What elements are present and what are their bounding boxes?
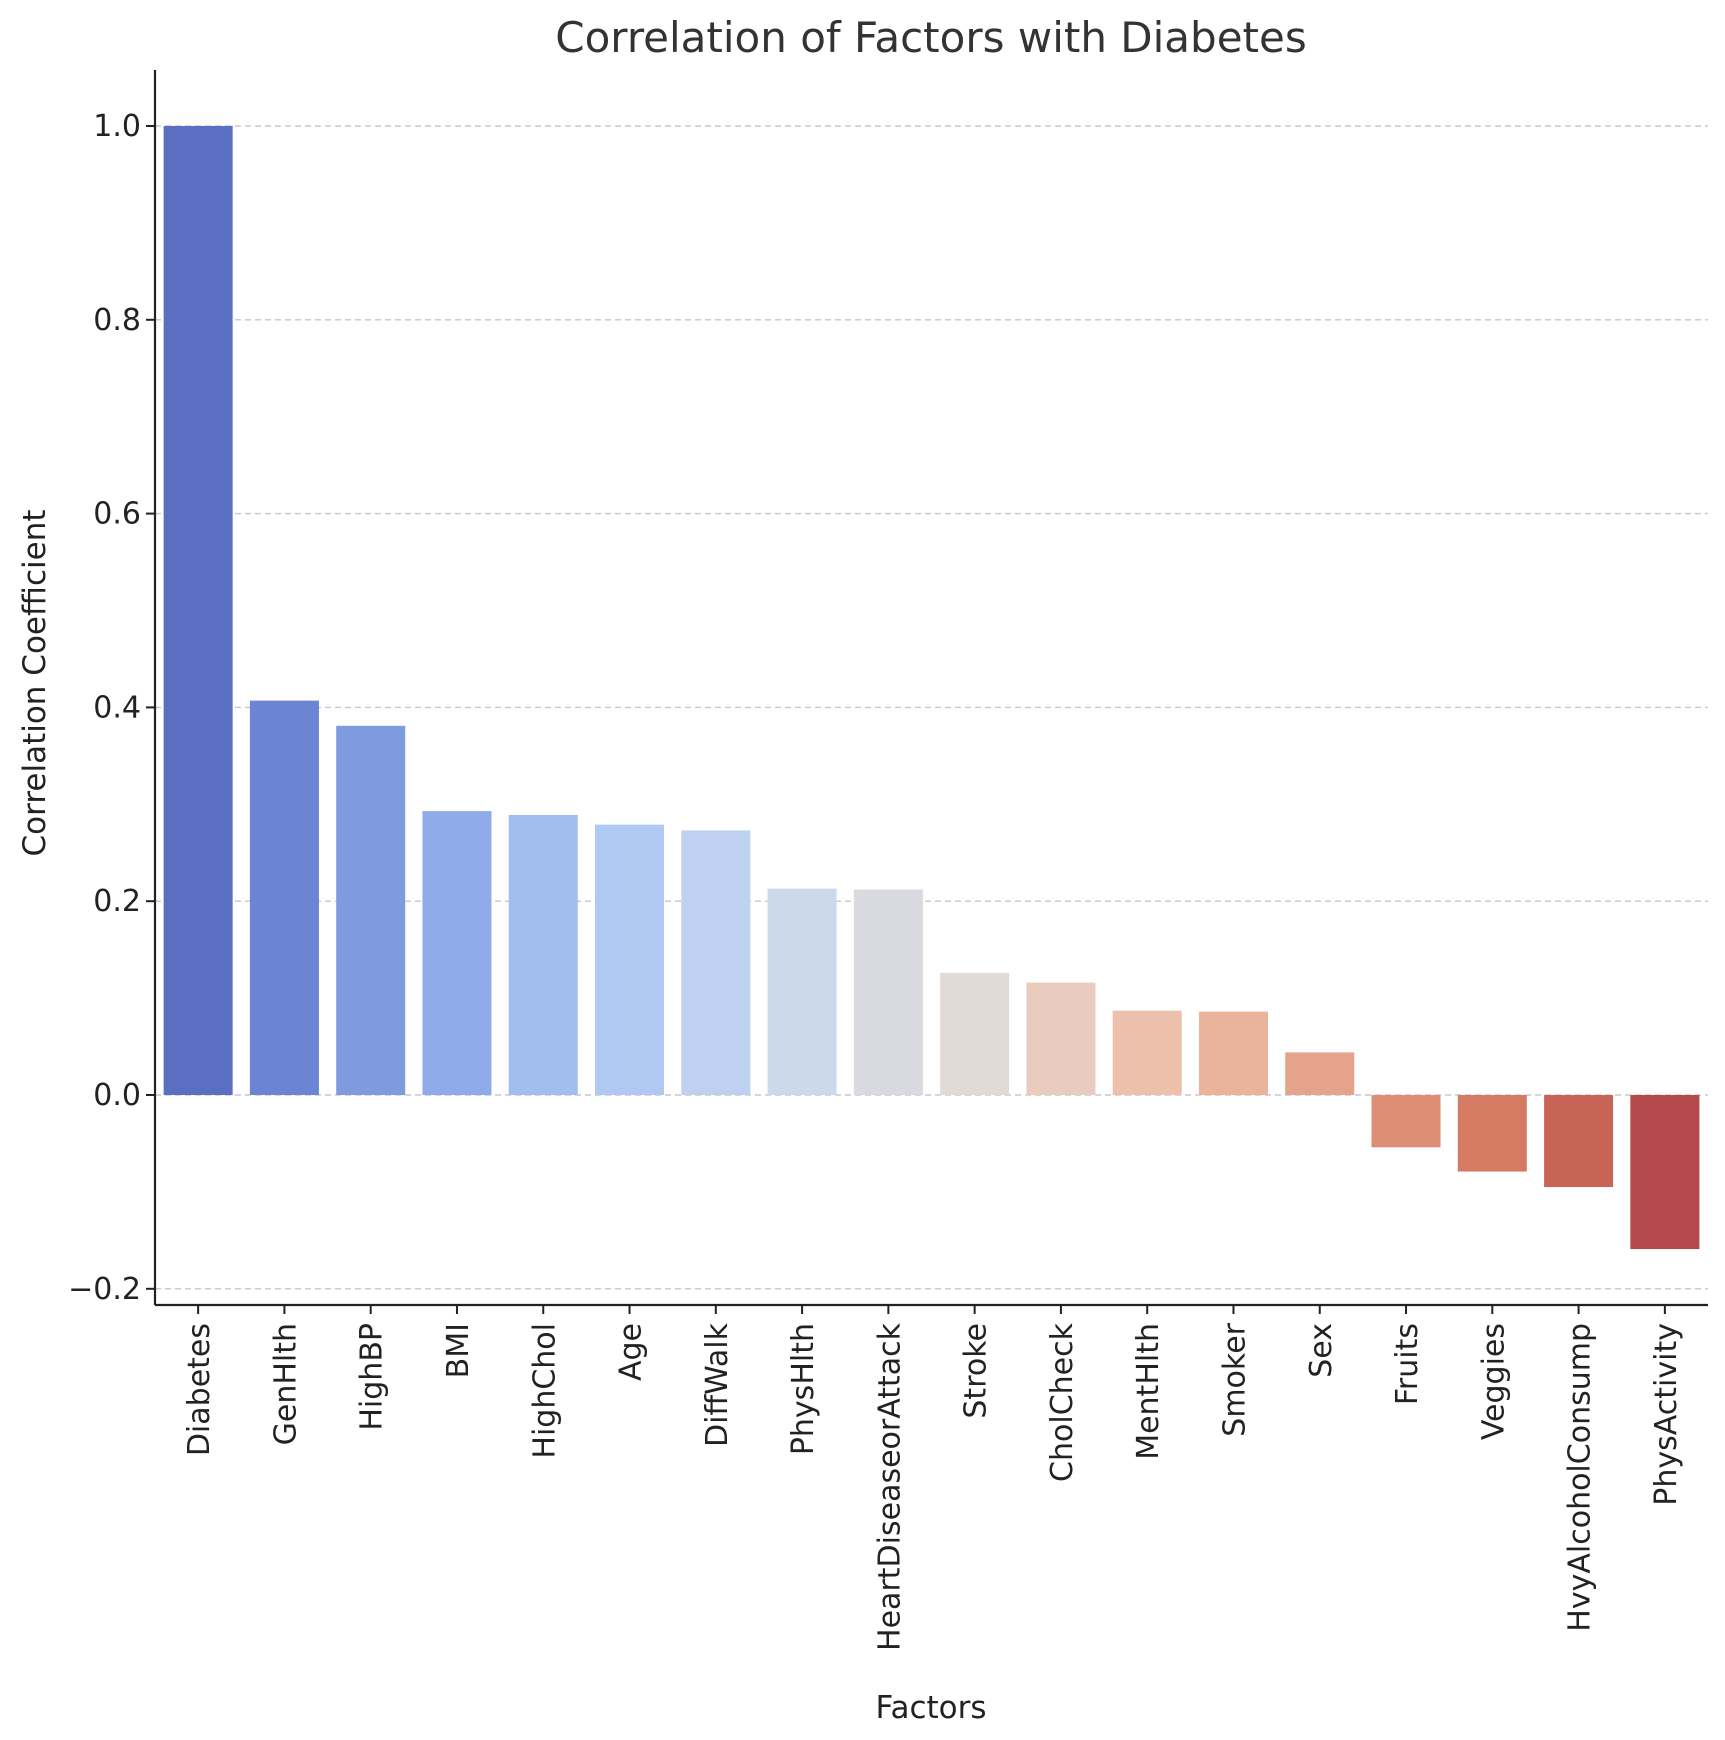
x-tick-label: CholCheck [1045, 1322, 1080, 1482]
bar [508, 814, 578, 1095]
x-tick-label: GenHlth [268, 1323, 303, 1445]
chart-title: Correlation of Factors with Diabetes [555, 13, 1306, 62]
x-tick-label: Smoker [1217, 1322, 1252, 1436]
bars [163, 126, 1700, 1250]
x-tick-label: Stroke [959, 1323, 994, 1419]
axes [153, 70, 1708, 1307]
bar [853, 889, 923, 1095]
x-tick-label: Diabetes [182, 1323, 217, 1456]
x-ticks: Diabetes GenHlth HighBP BMI HighChol Age DiffW… [182, 1305, 1684, 1651]
x-tick-label: HighBP [355, 1323, 390, 1431]
x-tick-label: Sex [1304, 1323, 1339, 1378]
y-tick-label: 1.0 [93, 109, 141, 144]
bar [249, 700, 319, 1095]
x-tick-label: Age [614, 1323, 649, 1381]
bar [1112, 1010, 1182, 1095]
x-tick-label: Veggies [1476, 1323, 1511, 1440]
x-tick-label: HvyAlcoholConsump [1563, 1323, 1598, 1632]
bar [940, 972, 1010, 1095]
bar [1198, 1011, 1268, 1095]
x-tick-label: Fruits [1390, 1323, 1425, 1405]
bar [767, 888, 837, 1095]
bar [595, 824, 665, 1095]
bar [422, 811, 492, 1095]
y-tick-label: −0.2 [68, 1272, 141, 1307]
bar [1457, 1095, 1527, 1172]
y-axis-label: Correlation Coefficient [17, 510, 53, 857]
y-ticks: −0.2 0.0 0.2 0.4 0.6 0.8 1.0 [68, 109, 155, 1307]
bar [1026, 982, 1096, 1095]
gridlines [155, 125, 1708, 1290]
y-tick-label: 0.0 [93, 1078, 141, 1113]
x-axis-label: Factors [875, 1690, 986, 1726]
y-tick-label: 0.8 [93, 303, 141, 338]
y-tick-label: 0.2 [93, 884, 141, 919]
y-tick-label: 0.6 [93, 497, 141, 532]
bar [681, 830, 751, 1095]
bar [1371, 1095, 1441, 1148]
bar [336, 725, 406, 1095]
bar [1285, 1052, 1355, 1095]
x-tick-label: DiffWalk [700, 1322, 735, 1447]
bar [163, 126, 233, 1095]
bar [1544, 1095, 1614, 1188]
y-tick-label: 0.4 [93, 690, 141, 725]
x-tick-label: MentHlth [1131, 1323, 1166, 1460]
x-tick-label: HighChol [527, 1323, 562, 1459]
x-tick-label: PhysActivity [1649, 1323, 1684, 1506]
bar [1630, 1095, 1700, 1250]
x-tick-label: BMI [441, 1323, 476, 1378]
x-tick-label: HeartDiseaseorAttack [872, 1322, 907, 1651]
x-tick-label: PhysHlth [786, 1323, 821, 1455]
